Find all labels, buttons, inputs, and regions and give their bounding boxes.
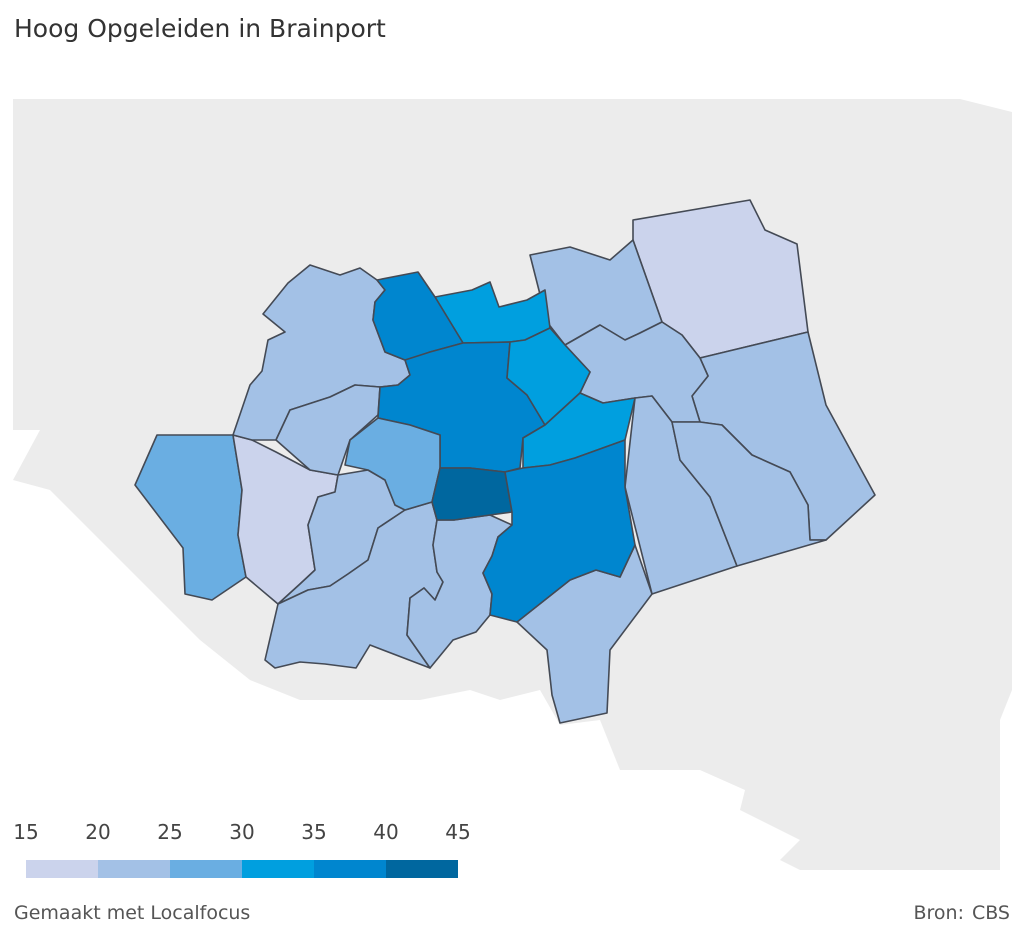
legend-tick-label: 15 bbox=[13, 820, 39, 844]
legend-swatch bbox=[314, 860, 386, 878]
legend-tick-label: 30 bbox=[229, 820, 255, 844]
source-text: Bron: CBS bbox=[913, 902, 1010, 924]
legend-tick-label: 45 bbox=[445, 820, 471, 844]
legend-tick-label: 25 bbox=[157, 820, 183, 844]
legend-swatch bbox=[242, 860, 314, 878]
region[interactable] bbox=[506, 327, 591, 426]
credit-text: Gemaakt met Localfocus bbox=[14, 902, 251, 924]
legend-swatch bbox=[170, 860, 242, 878]
region[interactable] bbox=[671, 421, 827, 567]
source-value: CBS bbox=[971, 902, 1010, 924]
legend-swatch bbox=[26, 860, 98, 878]
legend-tick-label: 35 bbox=[301, 820, 327, 844]
region[interactable] bbox=[344, 417, 441, 511]
region[interactable] bbox=[482, 439, 636, 623]
legend-tick-label: 20 bbox=[85, 820, 111, 844]
region[interactable] bbox=[431, 467, 513, 521]
source-label: Bron: bbox=[913, 902, 964, 924]
legend-tick-label: 40 bbox=[373, 820, 399, 844]
chart-title: Hoog Opgeleiden in Brainport bbox=[14, 14, 386, 43]
legend-swatch bbox=[386, 860, 458, 878]
legend-swatch bbox=[98, 860, 170, 878]
